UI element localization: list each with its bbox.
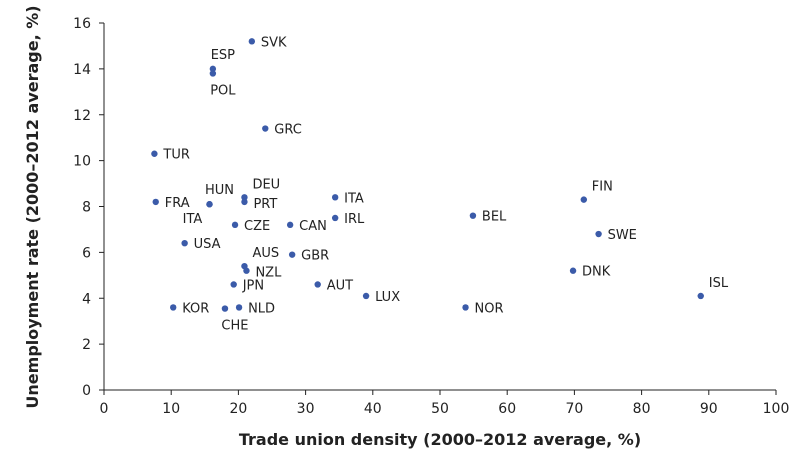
data-point-label: POL [210,83,236,98]
y-tick-label: 16 [73,16,91,32]
data-point-label: SVK [261,35,287,50]
data-point [262,125,269,132]
data-point-label: NOR [475,301,504,316]
x-tick-label: 50 [431,401,449,417]
data-point [697,292,704,300]
data-point [170,304,177,311]
data-point-label: DEU [252,177,280,192]
data-point-label: ESP [211,48,235,63]
y-tick-label: 0 [82,383,91,399]
x-tick-label: 10 [162,401,180,417]
data-point [462,304,469,311]
y-tick-label: 8 [82,200,91,216]
data-point-label: GRC [274,123,302,138]
data-point-label: SWE [608,228,637,243]
y-ticks: 0 2 4 6 8 10 12 14 16 [73,16,104,399]
data-point-label: USA [194,237,221,252]
data-point [231,221,239,229]
y-tick-label: 4 [82,291,91,307]
x-axis-title: Trade union density (2000–2012 average, … [239,430,641,449]
data-point-label: FRA [165,196,190,211]
data-point-label: AUT [327,278,353,293]
data-point [248,38,256,45]
data-point-label: AUS [252,246,279,261]
x-tick-label: 30 [297,401,315,417]
x-tick-label: 80 [633,401,651,417]
data-point-label: TUR [162,148,190,163]
x-ticks: 0 10 20 30 40 50 60 70 80 90 100 [100,390,790,417]
data-point-label: DNK [582,265,611,280]
data-point [243,267,250,274]
data-point-label: ITA [183,212,203,227]
data-point [241,198,248,206]
data-point [580,196,588,203]
data-point [362,292,370,300]
data-point-label: FIN [592,180,613,195]
data-point [151,150,158,157]
data-point [288,251,296,258]
x-tick-label: 0 [100,401,109,417]
data-point-label: GBR [301,249,329,264]
data-point [314,281,321,288]
y-tick-label: 2 [82,337,91,353]
data-point-label: CHE [221,319,248,334]
data-point [209,70,217,77]
data-point [230,281,237,288]
data-point-label: ITA [344,191,364,206]
y-tick-label: 6 [82,245,91,261]
data-point [152,198,159,206]
data-point-label: JPN [242,278,264,293]
data-point-label: ISL [709,276,729,291]
x-tick-label: 20 [229,401,247,417]
data-point-label: IRL [344,212,365,227]
data-point [241,194,248,201]
data-point-label: CZE [244,219,270,234]
data-point-label: NLD [248,301,275,316]
x-tick-label: 40 [364,401,382,417]
x-tick-label: 100 [763,401,790,417]
x-tick-label: 90 [700,401,718,417]
data-points: SVKESPPOLGRCTURHUNFRAITADEUPRTCZEITAIRLC… [151,35,729,334]
data-point [209,65,217,73]
data-point-label: LUX [375,290,400,305]
data-point [331,194,339,201]
y-axis-title: Unemployment rate (2000–2012 average, %) [23,5,42,408]
x-tick-label: 70 [565,401,583,417]
data-point [235,304,243,311]
data-point-label: HUN [205,183,234,198]
y-tick-label: 14 [73,62,91,78]
data-point-label: PRT [253,197,277,212]
data-point [286,221,294,229]
data-point [569,267,577,274]
data-point [331,214,339,222]
data-point [181,240,188,247]
data-point [469,212,477,219]
data-point [221,305,229,312]
y-tick-label: 10 [73,154,91,170]
x-tick-label: 60 [498,401,516,417]
data-point-label: KOR [182,301,209,316]
y-tick-label: 12 [73,108,91,124]
data-point-label: BEL [482,210,507,225]
axes [103,23,776,391]
data-point-label: NZL [255,266,282,281]
data-point [206,201,213,208]
data-point-label: CAN [299,219,327,234]
data-point [595,230,602,238]
